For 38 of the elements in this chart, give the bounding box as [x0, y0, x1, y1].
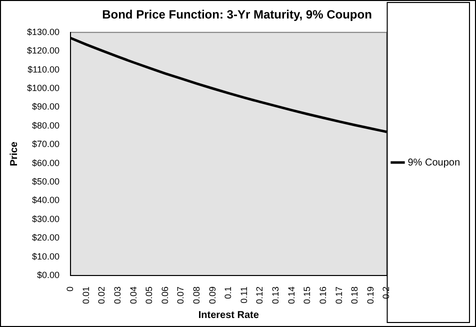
x-tick-label: 0.17 [334, 286, 344, 304]
y-tick-label: $0.00 [37, 270, 60, 280]
x-tick-label: 0.15 [302, 286, 312, 304]
x-tick-label: 0.19 [365, 286, 376, 304]
chart-title: Bond Price Function: 3-Yr Maturity, 9% Coupon [102, 8, 372, 22]
x-tick-label: 0.06 [160, 286, 170, 304]
x-tick-label: 0.11 [238, 286, 249, 304]
x-tick-label: 0.12 [254, 286, 265, 304]
x-tick-label: 0.16 [318, 286, 328, 304]
x-axis-title: Interest Rate [198, 310, 260, 321]
legend-label: 9% Coupon [408, 157, 460, 168]
y-tick-label: $120.00 [26, 46, 60, 56]
x-tick-label: 0.13 [270, 286, 281, 304]
y-tick-label: $110.00 [28, 64, 60, 74]
x-tick-label: 0.14 [286, 286, 296, 304]
x-tick-label: 0.05 [144, 286, 154, 304]
x-tick-label: 0.03 [112, 286, 122, 304]
y-tick-label: $60.00 [32, 158, 60, 168]
x-tick-label: 0.1 [223, 286, 234, 299]
y-tick-label: $10.00 [32, 251, 60, 262]
y-tick-label: $50.00 [32, 176, 60, 186]
x-tick-label: 0.07 [176, 286, 186, 304]
y-tick-label: $80.00 [32, 120, 60, 130]
x-tick-label: 0.01 [80, 286, 91, 304]
x-tick-label: 0.08 [192, 286, 202, 304]
x-tick-label: 0.18 [350, 286, 360, 304]
y-tick-label: $20.00 [32, 232, 60, 243]
y-tick-label: $70.00 [32, 139, 60, 150]
x-tick-label: 0 [65, 286, 76, 292]
y-tick-label: $100.00 [26, 82, 60, 93]
y-axis-title: Price [8, 141, 20, 166]
y-tick-label: $40.00 [32, 195, 60, 206]
y-tick-label: $90.00 [32, 102, 60, 112]
x-tick-label: 0.02 [96, 286, 107, 304]
x-tick-label: 0.04 [128, 286, 138, 304]
x-tick-label: 0.09 [207, 286, 218, 304]
y-tick-label: $130.00 [26, 26, 60, 37]
y-tick-label: $30.00 [32, 214, 60, 224]
